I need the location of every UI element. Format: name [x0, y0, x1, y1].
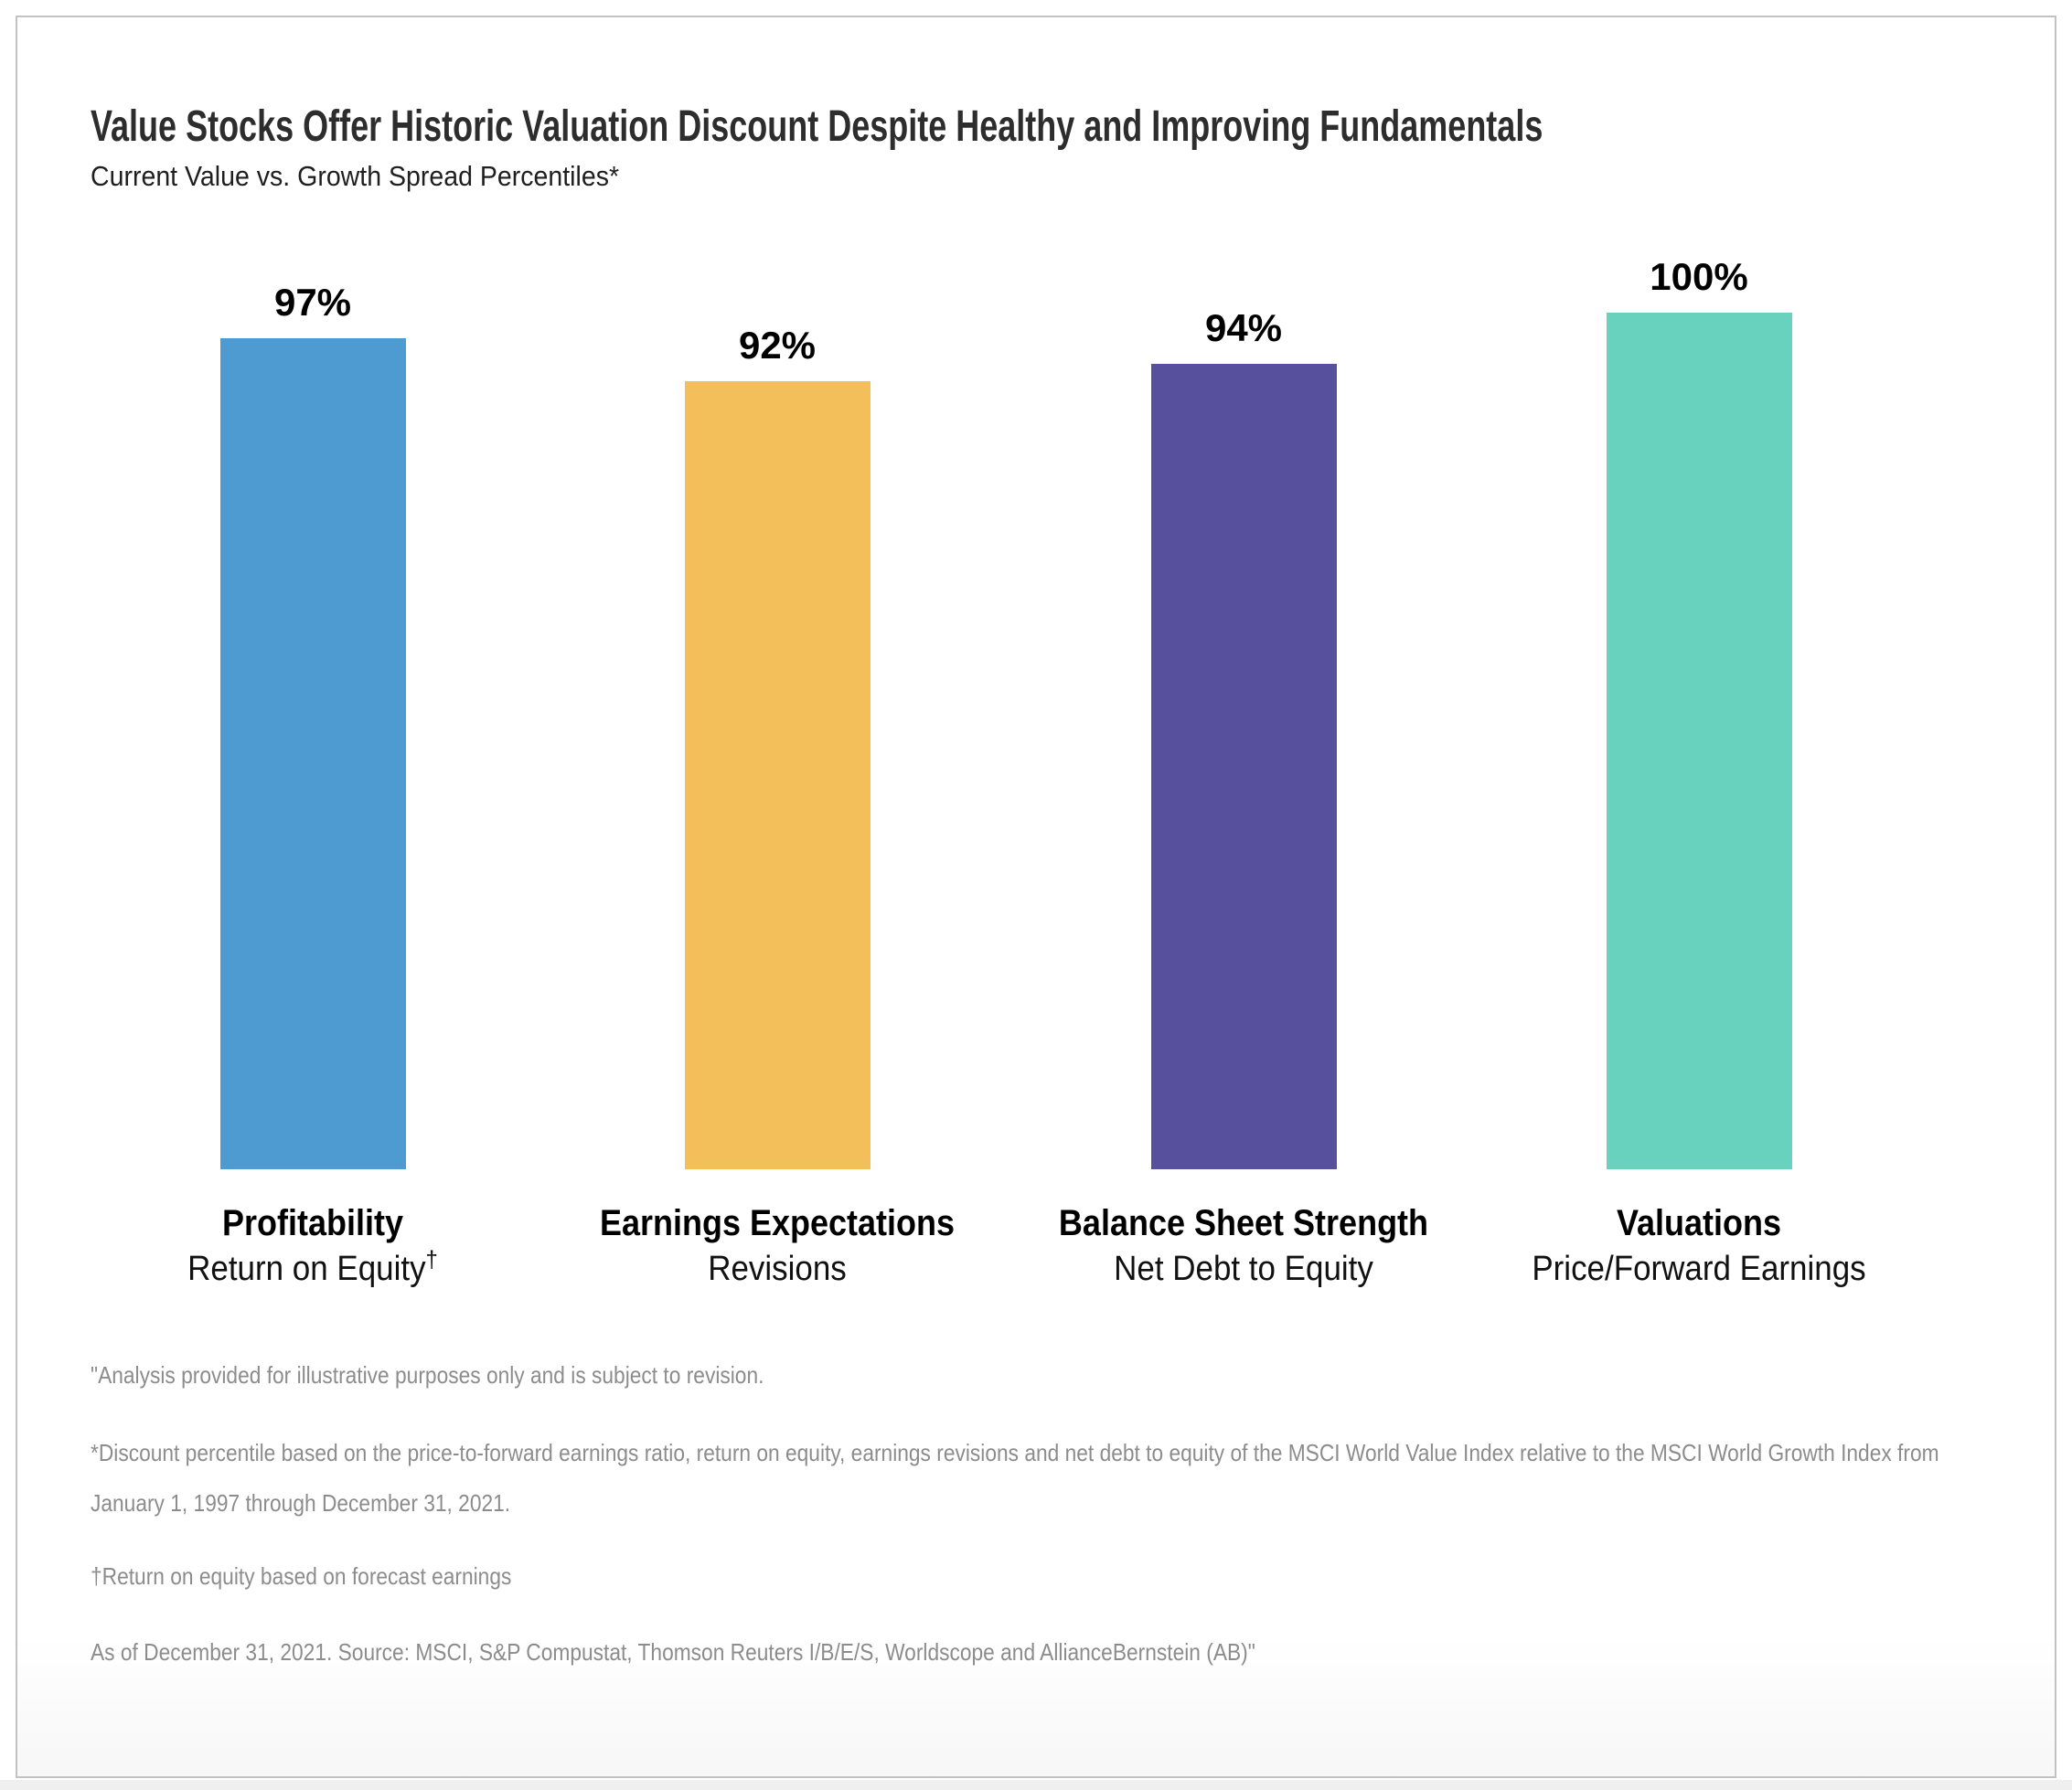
category-sublabel-text: Return on Equity	[187, 1250, 426, 1288]
bar-stack: 92%	[539, 246, 1015, 1169]
bar	[684, 381, 870, 1169]
category-sublabel: Revisions	[559, 1246, 996, 1292]
dagger-mark: †	[425, 1245, 438, 1273]
footnote-analysis: "Analysis provided for illustrative purp…	[91, 1361, 764, 1389]
category-label: Balance Sheet Strength	[1058, 1203, 1429, 1243]
bar-value-label: 100%	[1650, 255, 1748, 298]
bar-column: 97% Profitability Return on Equity†	[75, 246, 550, 1306]
footnotes-block: "Analysis provided for illustrative purp…	[91, 1350, 2011, 1678]
chart-panel: Value Stocks Offer Historic Valuation Di…	[16, 16, 2056, 1778]
bar-value-label: 94%	[1204, 306, 1283, 349]
category-label: Profitability	[221, 1203, 404, 1243]
category-label-block: Profitability Return on Equity†	[75, 1200, 550, 1292]
bar-value-label: 97%	[273, 281, 352, 324]
category-sublabel: Return on Equity†	[94, 1246, 531, 1292]
category-label: Valuations	[1616, 1203, 1782, 1243]
footnote-discount-percentile: *Discount percentile based on the price-…	[91, 1439, 1939, 1517]
category-sublabel-text: Price/Forward Earnings	[1532, 1250, 1866, 1288]
category-sublabel: Net Debt to Equity	[1025, 1246, 1462, 1292]
bar-stack: 97%	[75, 246, 550, 1169]
bar	[219, 338, 406, 1169]
category-sublabel-text: Revisions	[708, 1250, 847, 1288]
category-label: Earnings Expectations	[599, 1203, 956, 1243]
bar-column: 94% Balance Sheet Strength Net Debt to E…	[1006, 246, 1481, 1306]
category-label-block: Valuations Price/Forward Earnings	[1461, 1200, 1937, 1292]
bar	[1150, 364, 1337, 1169]
bar	[1606, 313, 1792, 1169]
bar-column: 92% Earnings Expectations Revisions	[539, 246, 1015, 1306]
chart-subtitle: Current Value vs. Growth Spread Percenti…	[91, 160, 620, 192]
bar-column: 100% Valuations Price/Forward Earnings	[1461, 246, 1937, 1306]
page-edge-strip	[0, 1780, 2072, 1790]
category-sublabel: Price/Forward Earnings	[1480, 1246, 1917, 1292]
footnote-source: As of December 31, 2021. Source: MSCI, S…	[91, 1638, 1255, 1666]
category-label-block: Earnings Expectations Revisions	[539, 1200, 1015, 1292]
category-sublabel-text: Net Debt to Equity	[1114, 1250, 1373, 1288]
footnote-return-on-equity: †Return on equity based on forecast earn…	[91, 1562, 512, 1590]
chart-title: Value Stocks Offer Historic Valuation Di…	[91, 102, 1543, 151]
category-label-block: Balance Sheet Strength Net Debt to Equit…	[1006, 1200, 1481, 1292]
bar-value-label: 92%	[738, 324, 817, 367]
bar-stack: 94%	[1006, 246, 1481, 1169]
bar-stack: 100%	[1461, 246, 1937, 1169]
